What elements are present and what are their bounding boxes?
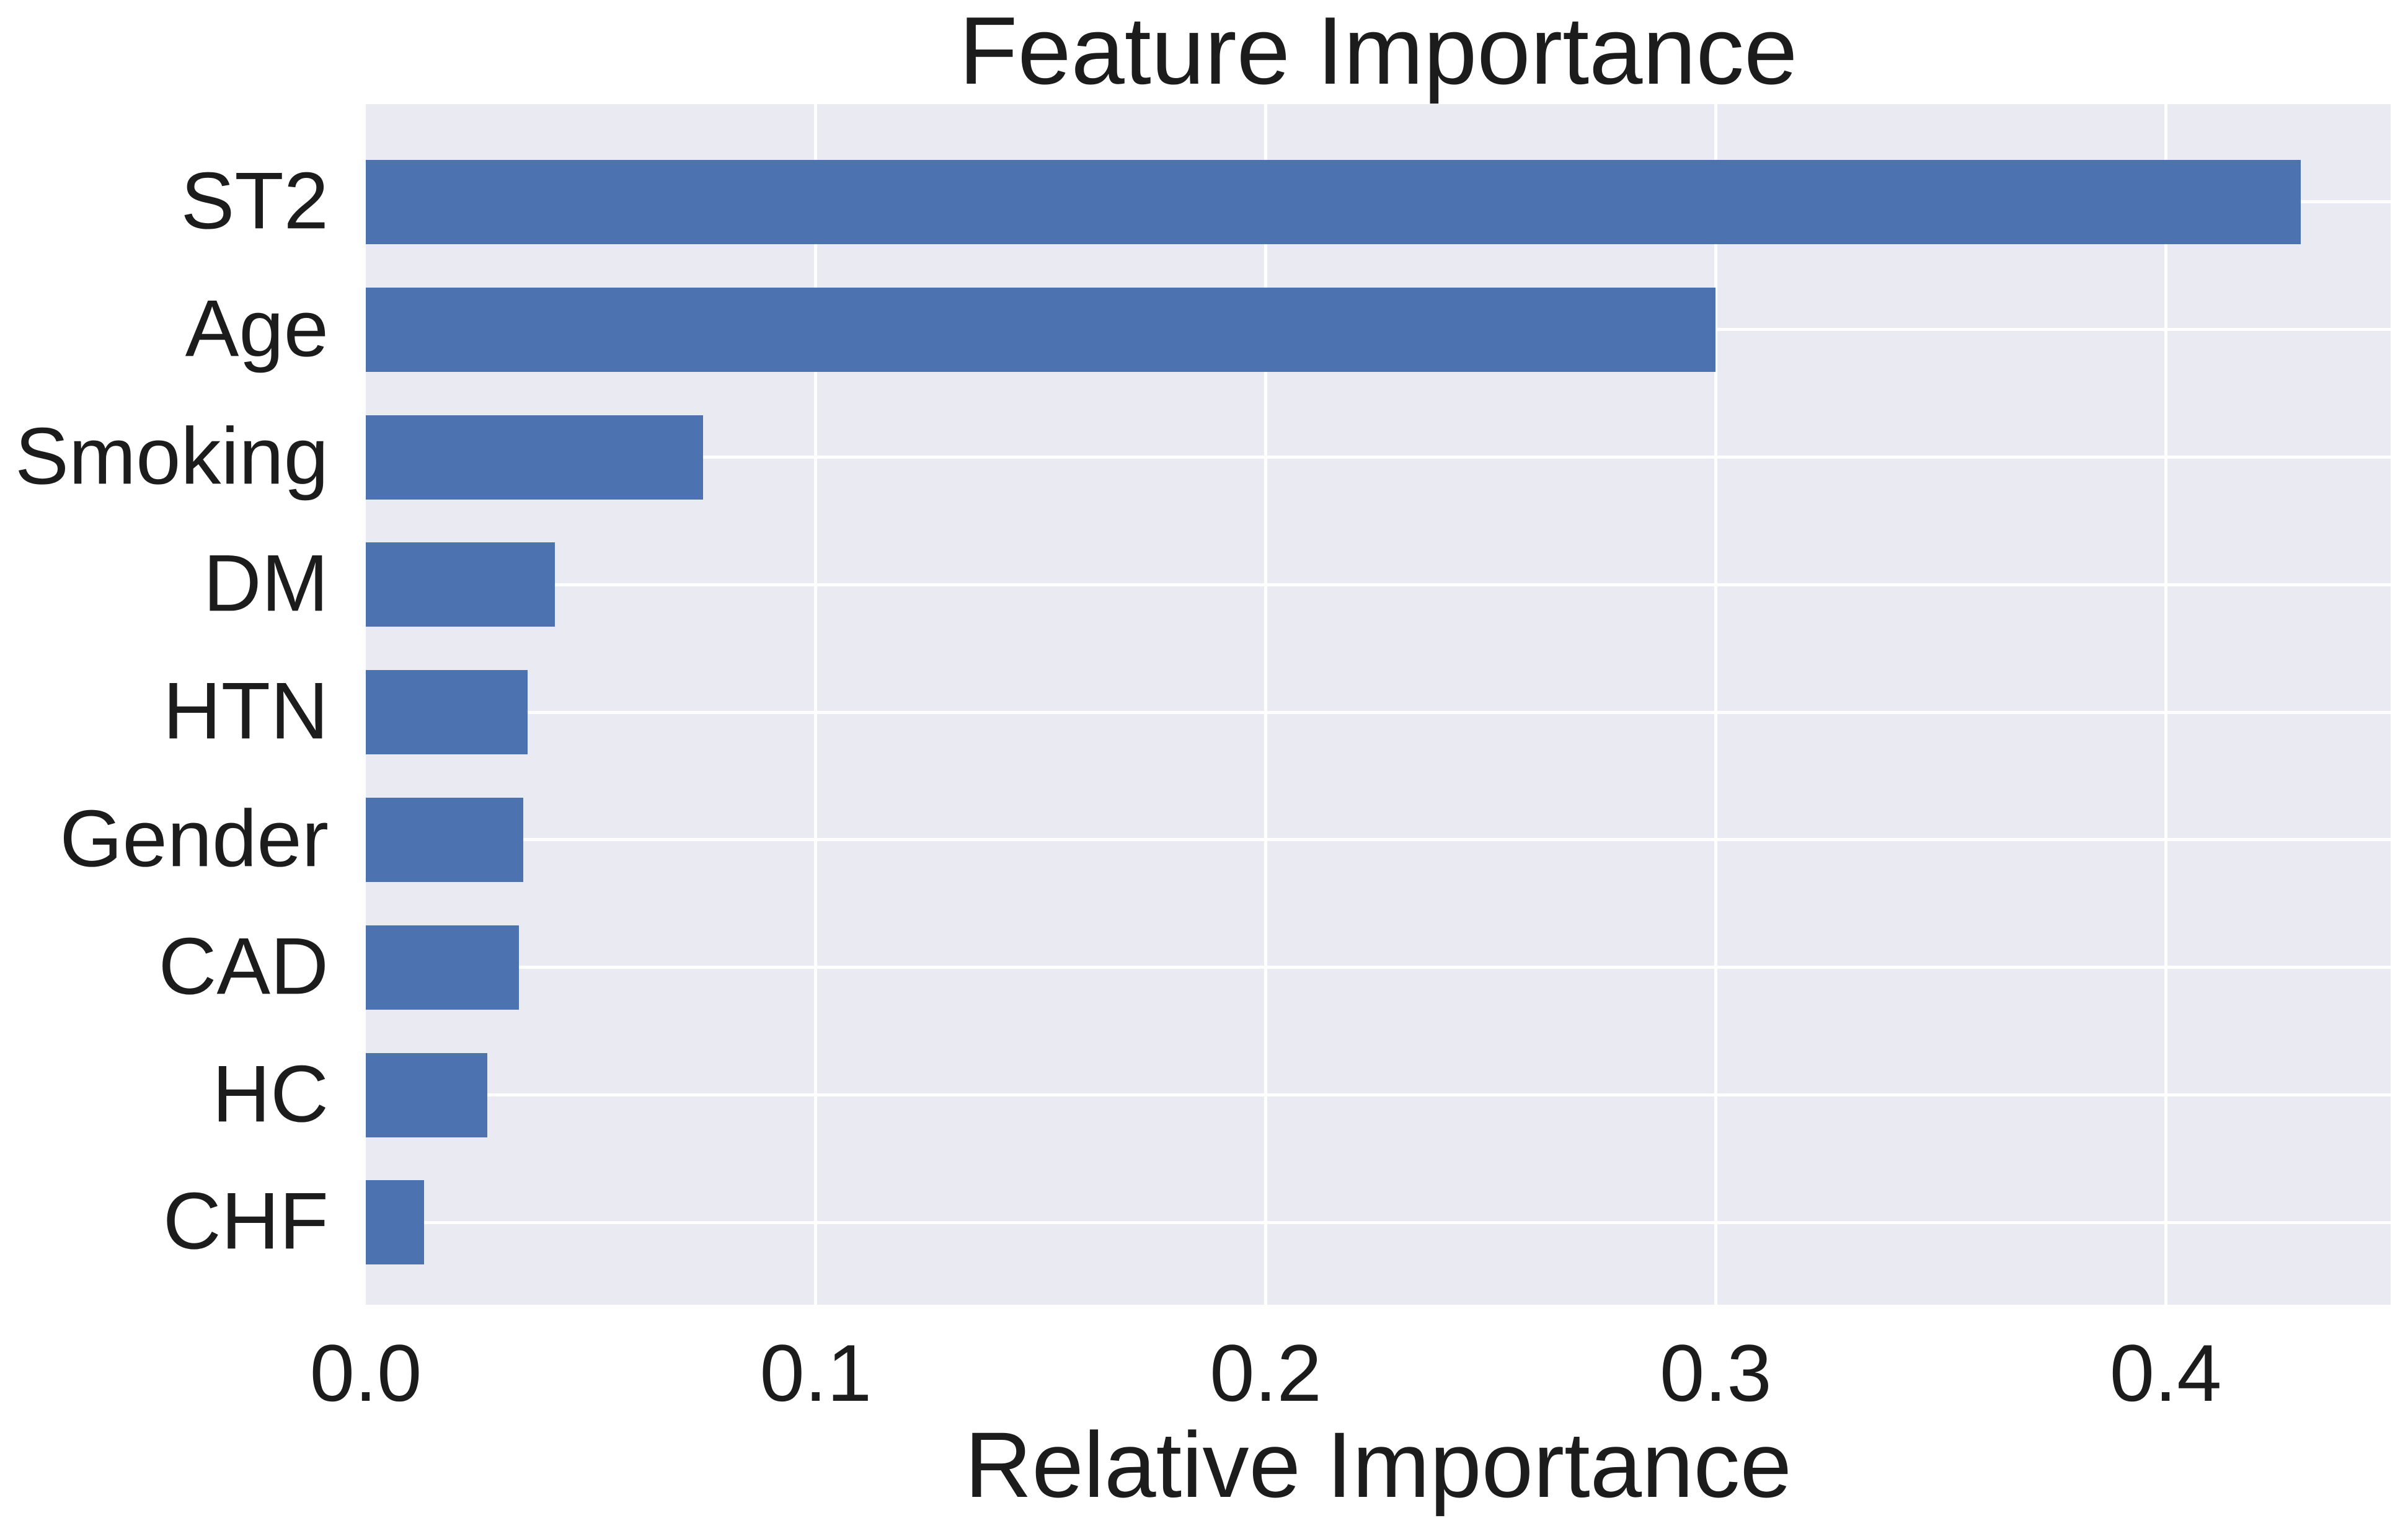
x-tick-label: 0.1 [759, 1328, 872, 1418]
h-gridline [366, 838, 2391, 842]
bar-smoking [366, 415, 704, 500]
y-tick-label: HTN [162, 665, 329, 756]
chart-title: Feature Importance [958, 0, 1798, 104]
v-gridline [814, 104, 818, 1305]
v-gridline [2164, 104, 2167, 1305]
y-tick-label: Smoking [15, 410, 329, 501]
y-axis: ST2 Age Smoking DM HTN Gender CAD HC CHF [0, 104, 329, 1305]
bar-dm [366, 542, 555, 627]
x-tick-label: 0.3 [1659, 1328, 1772, 1418]
y-tick-label: Age [185, 283, 329, 374]
x-tick-label: 0.0 [309, 1328, 422, 1418]
bar-hc [366, 1052, 487, 1137]
x-axis-title: Relative Importance [965, 1413, 1792, 1517]
y-tick-label: Gender [60, 793, 329, 884]
bar-cad [366, 925, 519, 1010]
h-gridline [366, 710, 2391, 714]
x-tick-label: 0.2 [1210, 1328, 1322, 1418]
x-tick-label: 0.4 [2109, 1328, 2222, 1418]
y-tick-label: CHF [162, 1175, 329, 1266]
h-gridline [366, 456, 2391, 459]
v-gridline [1714, 104, 1717, 1305]
bar-st2 [366, 159, 2301, 244]
y-tick-label: ST2 [180, 155, 329, 246]
h-gridline [366, 1093, 2391, 1096]
y-tick-label: CAD [158, 920, 329, 1012]
h-gridline [366, 966, 2391, 969]
bar-chf [366, 1180, 425, 1265]
y-tick-label: DM [203, 537, 329, 628]
bar-age [366, 287, 1716, 372]
h-gridline [366, 583, 2391, 586]
bar-gender [366, 797, 524, 882]
plot-area [366, 104, 2391, 1305]
h-gridline [366, 1220, 2391, 1224]
bar-htn [366, 670, 528, 755]
y-tick-label: HC [212, 1047, 329, 1139]
v-gridline [1264, 104, 1268, 1305]
